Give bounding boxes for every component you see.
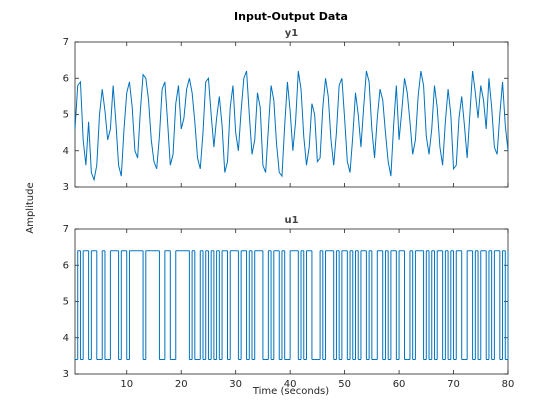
x-tick-label: 60 — [393, 379, 406, 390]
x-tick-label: 70 — [447, 379, 460, 390]
y-tick-label: 7 — [63, 37, 69, 48]
y-tick-label: 7 — [63, 224, 69, 235]
x-tick-label: 30 — [229, 379, 242, 390]
x-tick-label: 80 — [502, 379, 515, 390]
series-line — [74, 70, 509, 182]
axes-box — [74, 41, 509, 188]
y-axis-label: Amplitude — [25, 182, 36, 233]
y-tick-label: 4 — [63, 146, 69, 157]
subplot-title: y1 — [285, 28, 299, 39]
chart-title: Input-Output Data — [234, 10, 348, 23]
x-axis-label: Time (seconds) — [252, 386, 329, 397]
x-tick-label: 10 — [120, 379, 133, 390]
x-tick-label: 40 — [284, 379, 297, 390]
y-tick-label: 6 — [63, 260, 69, 271]
y-tick-label: 4 — [63, 333, 69, 344]
subplot-title: u1 — [284, 215, 298, 226]
x-tick-label: 20 — [175, 379, 188, 390]
y-tick-label: 5 — [63, 110, 69, 121]
y-tick-label: 5 — [63, 297, 69, 308]
x-tick-label: 50 — [338, 379, 351, 390]
y-tick-label: 6 — [63, 73, 69, 84]
y-tick-label: 3 — [63, 182, 69, 193]
y-tick-label: 3 — [63, 369, 69, 380]
axes-box — [74, 228, 509, 375]
